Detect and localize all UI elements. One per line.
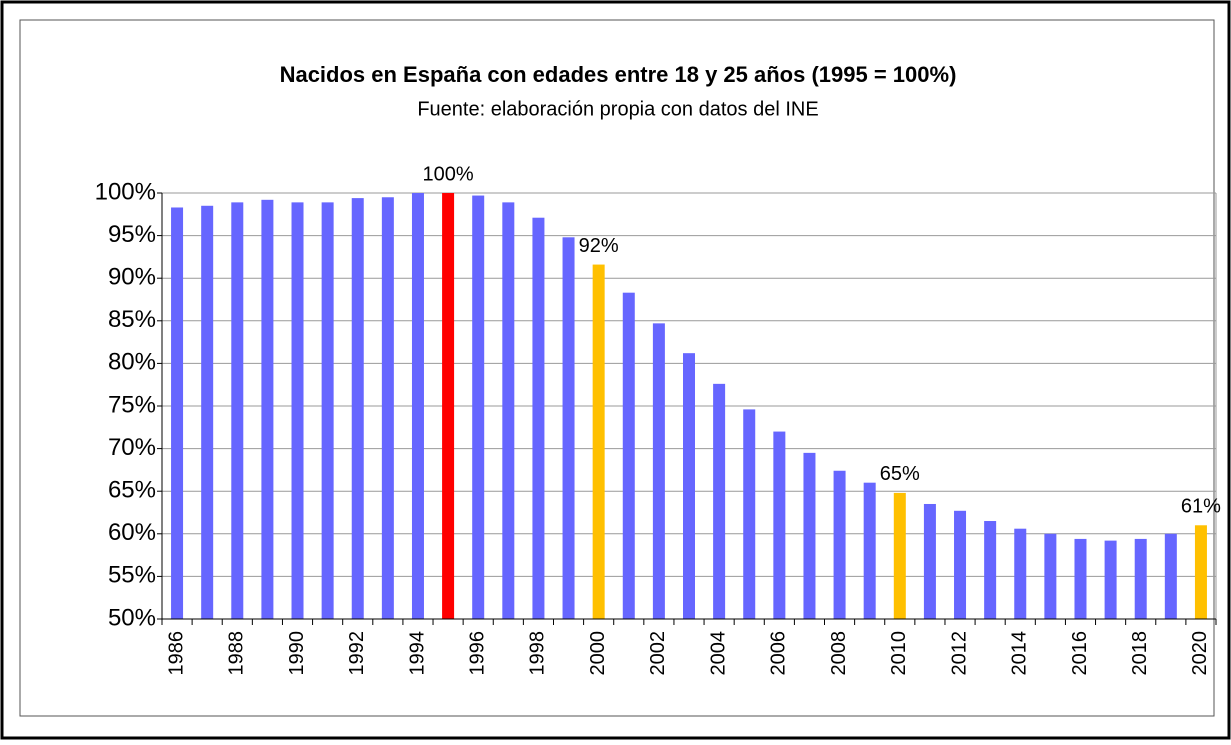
bar (592, 264, 605, 619)
bar (562, 237, 575, 619)
bar (773, 431, 786, 619)
bar (683, 353, 695, 619)
data-label: 92% (579, 235, 619, 257)
bar (231, 202, 244, 619)
bar (351, 198, 364, 619)
chart-subtitle: Fuente: elaboración propia con datos del… (417, 98, 818, 120)
bar (743, 409, 756, 619)
y-tick-label: 85% (108, 306, 156, 333)
x-tick-label: 2010 (888, 631, 910, 676)
bar (984, 521, 997, 619)
chart-title: Nacidos en España con edades entre 18 y … (280, 62, 957, 87)
x-tick-label: 2020 (1189, 631, 1211, 676)
data-label: 100% (423, 163, 474, 185)
y-tick-label: 90% (108, 264, 156, 291)
y-tick-label: 100% (95, 178, 156, 205)
bar (381, 197, 394, 619)
bar (532, 217, 545, 619)
bar (713, 383, 726, 619)
bar (472, 195, 485, 619)
y-tick-label: 95% (108, 221, 156, 248)
x-tick-label: 2012 (948, 631, 970, 676)
bar (1014, 528, 1027, 619)
chart-frame (19, 19, 1215, 717)
x-tick-label: 1994 (406, 631, 428, 676)
bar (171, 207, 184, 619)
y-tick-label: 70% (108, 434, 156, 461)
bar (1134, 538, 1147, 619)
bar (954, 510, 967, 619)
y-tick-label: 60% (108, 519, 156, 546)
data-label: 61% (1181, 496, 1221, 518)
y-tick-label: 80% (108, 349, 156, 376)
x-tick-label: 1998 (527, 631, 549, 676)
bar (803, 452, 816, 619)
bar (1074, 538, 1087, 619)
y-tick-label: 75% (108, 391, 156, 418)
x-tick-label: 2000 (587, 631, 609, 676)
bar (923, 503, 936, 619)
x-tick-label: 2008 (828, 631, 850, 676)
x-tick-label: 1996 (466, 631, 488, 676)
bar (321, 202, 334, 619)
x-tick-label: 2002 (647, 631, 669, 676)
bar (411, 193, 424, 619)
bar (833, 470, 846, 619)
x-tick-label: 1990 (286, 631, 308, 676)
bar (442, 193, 455, 619)
x-tick-label: 2018 (1129, 631, 1151, 676)
bar (1044, 533, 1057, 619)
data-label: 65% (880, 463, 920, 485)
bar (261, 199, 274, 620)
y-tick-label: 50% (108, 604, 156, 631)
bar (652, 323, 665, 619)
x-tick-label: 2006 (768, 631, 790, 676)
x-tick-label: 1986 (165, 631, 187, 676)
bar (622, 292, 635, 619)
bar (201, 205, 214, 619)
x-tick-label: 1992 (346, 631, 368, 676)
x-tick-label: 2014 (1009, 631, 1031, 676)
bar (502, 202, 515, 619)
y-tick-label: 55% (108, 562, 156, 589)
bar (893, 492, 906, 619)
bar (1104, 540, 1117, 619)
x-tick-label: 1988 (226, 631, 248, 676)
x-tick-label: 2004 (707, 631, 729, 676)
y-tick-label: 65% (108, 477, 156, 504)
bar (291, 202, 304, 619)
bar (863, 482, 876, 619)
x-tick-label: 2016 (1069, 631, 1091, 676)
bar (1194, 525, 1207, 619)
bar (1164, 533, 1177, 619)
